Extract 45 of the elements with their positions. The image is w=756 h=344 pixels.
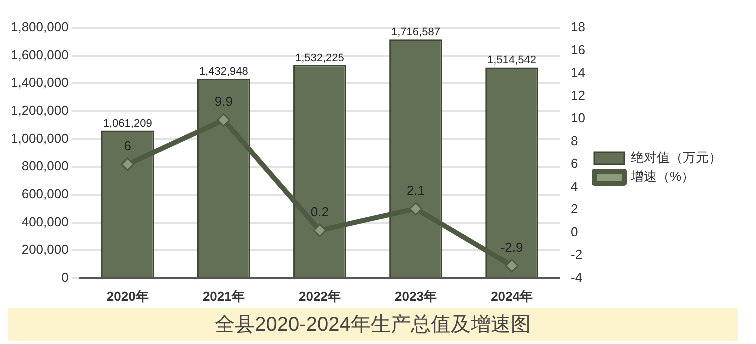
y-tick-label: 400,000 <box>22 214 69 230</box>
x-tick-label: 2023年 <box>395 288 437 304</box>
y2-tick-label: 0 <box>571 224 578 240</box>
y2-tick-label: 16 <box>571 42 586 58</box>
y-tick-label: 200,000 <box>22 242 69 258</box>
data-label: 1,514,542 <box>488 54 536 67</box>
y2-tick-label: 4 <box>571 178 578 194</box>
point <box>217 113 231 127</box>
data-label: 1,716,587 <box>392 26 440 39</box>
y-tick-label: 600,000 <box>22 186 69 202</box>
y2-tick-label: 12 <box>571 88 586 103</box>
point <box>313 224 327 238</box>
data-label: 1,432,948 <box>199 66 248 78</box>
y-tick-label: 1,200,000 <box>10 103 69 118</box>
y2-tick-label: 8 <box>571 133 578 148</box>
x-tick-label: 2021年 <box>202 288 245 304</box>
data-label: 9.9 <box>214 94 233 110</box>
y2-tick-label: 18 <box>571 20 586 35</box>
y-tick-label: 1,800,000 <box>10 20 69 35</box>
data-label: 0.2 <box>310 204 329 220</box>
data-label: 1,061,209 <box>103 118 152 130</box>
point <box>409 202 423 216</box>
data-label: -2.9 <box>500 240 524 255</box>
y2-tick-label: 10 <box>571 110 586 126</box>
y2-tick-label: 6 <box>571 156 578 172</box>
data-label: 2.1 <box>406 182 426 198</box>
data-label: 6 <box>124 138 132 154</box>
y-tick-label: 1,000,000 <box>10 130 69 146</box>
x-tick-label: 2020年 <box>106 288 149 304</box>
text: 全县2020-2024年生产总值及增速图 <box>8 308 738 341</box>
y2-tick-label: 2 <box>571 202 578 217</box>
y-tick-label: 0 <box>62 270 69 285</box>
y-tick-label: 1,400,000 <box>10 75 69 90</box>
y2-tick-label: -2 <box>571 247 583 262</box>
legend-label: 增速（%） <box>630 169 695 184</box>
data-label: 1,532,225 <box>295 52 344 64</box>
y-tick-label: 1,600,000 <box>10 47 69 62</box>
point <box>121 158 135 172</box>
y2-tick-label: -4 <box>571 270 583 285</box>
y-tick-label: 800,000 <box>22 158 69 174</box>
x-tick-label: 2024年 <box>491 288 533 304</box>
y2-tick-label: 14 <box>571 65 586 80</box>
legend-label: 绝对值（万元） <box>631 150 722 166</box>
point <box>505 259 519 273</box>
x-tick-label: 2022年 <box>298 288 341 304</box>
